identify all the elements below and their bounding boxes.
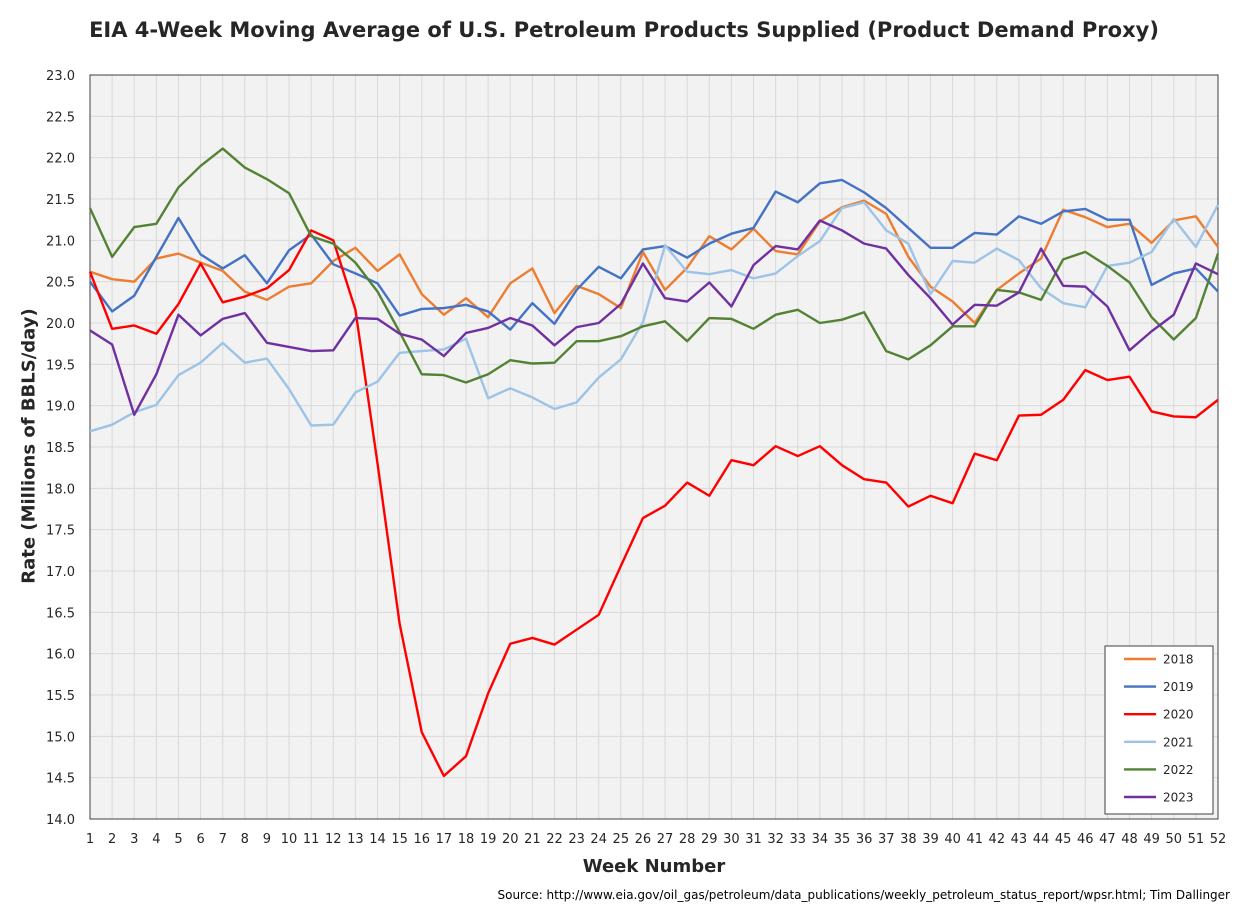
source-note: Source: http://www.eia.gov/oil_gas/petro…: [497, 888, 1230, 902]
y-tick-label: 19.0: [46, 400, 75, 415]
x-tick-label: 20: [502, 832, 519, 847]
x-tick-label: 34: [812, 832, 829, 847]
y-tick-label: 18.5: [46, 441, 75, 456]
series-line-2019: [89, 178, 1219, 331]
x-tick-label: 17: [436, 832, 453, 847]
x-tick-label: 18: [458, 832, 475, 847]
y-tick-label: 18.0: [46, 482, 75, 497]
y-tick-label: 23.0: [46, 69, 75, 84]
x-tick-label: 32: [767, 832, 784, 847]
x-tick-label: 49: [1143, 832, 1160, 847]
x-tick-label: 13: [347, 832, 364, 847]
legend-box: [1104, 645, 1214, 815]
series-line-2020: [88, 229, 1219, 778]
x-tick-label: 28: [679, 832, 696, 847]
y-tick-label: 17.5: [46, 524, 75, 539]
x-tick-label: 36: [856, 832, 873, 847]
x-tick-label: 31: [745, 832, 762, 847]
x-tick-label: 39: [922, 832, 939, 847]
y-tick-label: 15.0: [46, 730, 75, 745]
x-tick-label: 1: [86, 832, 94, 847]
x-tick-label: 51: [1188, 832, 1205, 847]
y-tick-label: 22.5: [46, 110, 75, 125]
x-tick-label: 42: [989, 832, 1006, 847]
x-tick-label: 46: [1077, 832, 1094, 847]
x-tick-label: 6: [196, 832, 204, 847]
x-tick-label: 45: [1055, 832, 1072, 847]
x-axis-label: Week Number: [582, 856, 726, 877]
legend-label-2019: 2019: [1163, 680, 1194, 694]
y-tick-label: 16.0: [46, 648, 75, 663]
y-axis-label: Rate (Millions of BBLS/day): [18, 308, 40, 584]
y-tick-label: 14.5: [46, 772, 75, 787]
x-tick-label: 25: [613, 832, 630, 847]
legend-label-2020: 2020: [1163, 708, 1194, 722]
y-tick-label: 20.0: [46, 317, 75, 332]
series-line-2018: [89, 199, 1219, 325]
y-tick-label: 21.0: [46, 234, 75, 249]
x-tick-label: 11: [303, 832, 320, 847]
x-tick-label: 22: [546, 832, 563, 847]
y-tick-label: 20.5: [46, 276, 75, 291]
x-tick-label: 21: [524, 832, 541, 847]
series-line-2022: [88, 147, 1220, 384]
x-tick-label: 19: [480, 832, 497, 847]
x-tick-label: 15: [391, 832, 408, 847]
x-tick-label: 37: [878, 832, 895, 847]
y-tick-label: 19.5: [46, 358, 75, 373]
x-tick-label: 38: [900, 832, 917, 847]
x-tick-label: 14: [369, 832, 386, 847]
x-tick-label: 30: [723, 832, 740, 847]
plot-area-border: [89, 74, 1219, 820]
x-tick-label: 24: [590, 832, 607, 847]
x-tick-label: 35: [834, 832, 851, 847]
x-tick-label: 10: [281, 832, 298, 847]
y-tick-label: 22.0: [46, 152, 75, 167]
x-tick-label: 3: [130, 832, 138, 847]
x-tick-label: 33: [789, 832, 806, 847]
legend: 2018 2019 2020 2021 2022 2023: [1104, 645, 1214, 815]
y-tick-label: 15.5: [46, 689, 75, 704]
x-tick-label: 44: [1033, 832, 1050, 847]
series-line-2023: [89, 219, 1219, 416]
x-tick-label: 5: [174, 832, 182, 847]
x-tick-label: 2: [108, 832, 116, 847]
y-tick-label: 16.5: [46, 606, 75, 621]
series-lines: [88, 147, 1220, 778]
x-tick-label: 4: [152, 832, 160, 847]
x-tick-label: 50: [1165, 832, 1182, 847]
x-tick-label: 8: [241, 832, 249, 847]
x-tick-label: 47: [1099, 832, 1116, 847]
x-tick-label: 43: [1011, 832, 1028, 847]
legend-label-2022: 2022: [1163, 763, 1194, 777]
x-tick-label: 40: [944, 832, 961, 847]
x-tick-label: 27: [657, 832, 674, 847]
x-tick-label: 29: [701, 832, 718, 847]
legend-label-2023: 2023: [1163, 791, 1194, 805]
y-tick-label: 14.0: [46, 813, 75, 828]
x-tick-label: 41: [966, 832, 983, 847]
y-axis-tick-labels: 14.0 14.5 15.0 15.5 16.0 16.5 17.0 17.5 18.0 18.5…: [46, 69, 75, 828]
x-tick-label: 9: [263, 832, 271, 847]
x-tick-label: 7: [219, 832, 227, 847]
x-tick-label: 12: [325, 832, 342, 847]
x-tick-label: 48: [1121, 832, 1138, 847]
x-tick-label: 23: [568, 832, 585, 847]
legend-label-2021: 2021: [1163, 735, 1194, 749]
y-tick-label: 17.0: [46, 565, 75, 580]
x-tick-label: 52: [1210, 832, 1227, 847]
legend-label-2018: 2018: [1163, 653, 1194, 667]
chart-title: EIA 4-Week Moving Average of U.S. Petrol…: [89, 18, 1159, 42]
x-axis-tick-labels: 1 2 3 4 5 6 7 8 9 10 11 12 13 14 15 16 17 18 19 20 21 22 23 24 2…: [86, 832, 1226, 847]
y-tick-label: 21.5: [46, 193, 75, 208]
series-line-2021: [89, 201, 1220, 433]
x-tick-label: 26: [635, 832, 652, 847]
x-tick-label: 16: [413, 832, 430, 847]
